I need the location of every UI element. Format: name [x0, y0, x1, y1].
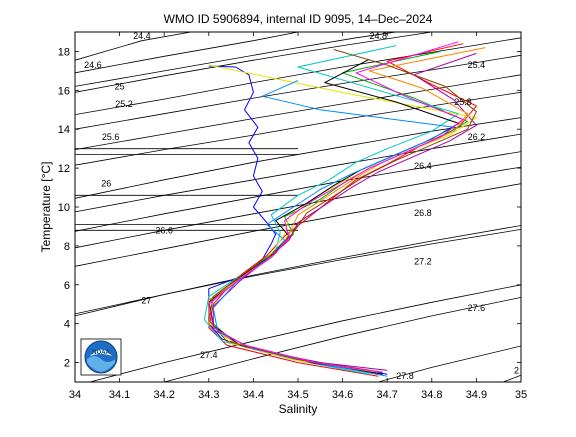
x-tick-label: 34: [69, 389, 81, 401]
contour-label: 27.2: [414, 256, 432, 266]
chart-title: WMO ID 5906894, internal ID 9095, 14–Dec…: [164, 12, 433, 26]
density-contour: [75, 225, 521, 317]
contour-label: 27: [141, 295, 151, 305]
profile-line: [212, 52, 477, 371]
noaa-logo-text: NOAA: [92, 350, 110, 356]
density-contour: [75, 151, 521, 232]
x-tick-label: 34.3: [198, 389, 219, 401]
density-contour: [75, 133, 521, 213]
contour-label: 26.8: [414, 208, 432, 218]
contour-label: 25.4: [468, 60, 486, 70]
y-tick-label: 8: [64, 241, 70, 253]
contour-label: 25: [115, 81, 125, 91]
y-axis-label: Temperature [°C]: [39, 162, 53, 253]
density-contour: [378, 345, 521, 382]
contour-label: 25.2: [115, 99, 133, 109]
density-contour: [75, 32, 397, 87]
y-tick-label: 14: [58, 124, 70, 136]
profile-line: [208, 49, 477, 371]
density-contour: [75, 166, 521, 249]
x-tick-label: 34.6: [332, 389, 353, 401]
y-tick-label: 16: [58, 85, 70, 97]
density-contour: [164, 297, 521, 382]
contour-label: 27.4: [200, 350, 218, 360]
profile-line: [212, 80, 455, 377]
x-tick-label: 35: [515, 389, 527, 401]
contour-label: 26.2: [468, 132, 486, 142]
contour-label: 26.4: [414, 161, 432, 171]
noaa-logo: NOAA: [80, 338, 122, 376]
x-axis-label: Salinity: [279, 402, 318, 416]
contour-label: 24.4: [133, 31, 151, 41]
x-tick-label: 34.1: [109, 389, 130, 401]
density-contour: [75, 32, 299, 74]
profile-line: [208, 41, 464, 373]
x-tick-label: 34.4: [243, 389, 264, 401]
contour-label: 27.8: [396, 371, 414, 381]
y-axis-ticks: 2 4 6 8 10 12 14 16 18: [58, 46, 521, 370]
y-tick-label: 6: [64, 280, 70, 292]
x-tick-label: 34.5: [287, 389, 308, 401]
y-tick-label: 10: [58, 202, 70, 214]
density-contour: [503, 374, 521, 382]
y-tick-label: 2: [64, 358, 70, 370]
contour-label: 27.6: [468, 303, 486, 313]
contour-label: 24.6: [84, 60, 102, 70]
x-tick-label: 34.9: [466, 389, 487, 401]
profile-series: [203, 41, 486, 377]
profile-line: [208, 58, 460, 375]
profile-line: [203, 45, 460, 375]
contour-label: 24.8: [370, 31, 388, 41]
density-contour: [75, 54, 521, 130]
density-contour: [75, 32, 192, 61]
contour-label: 25.6: [102, 132, 120, 142]
density-contour: [75, 91, 521, 166]
density-contour: [75, 32, 432, 93]
y-tick-label: 4: [64, 319, 70, 331]
contour-label: 26.6: [155, 225, 173, 235]
contour-label: 25.8: [454, 97, 472, 107]
density-contours: [75, 32, 521, 382]
contour-labels: 24.4 24.8 24.6 25 25.2 25.4 25.6 25.8 26 26.2 26.4…: [84, 31, 519, 381]
contour-label: 26: [101, 179, 111, 189]
horizontal-reference-lines: [75, 148, 298, 231]
x-tick-label: 34.7: [376, 389, 397, 401]
density-contour: [88, 284, 521, 382]
x-axis-ticks: 34 34.1 34.2 34.3 34.4 34.5 34.6 34.7 34.8 34.9 35: [69, 32, 527, 401]
x-tick-label: 34.8: [421, 389, 442, 401]
x-tick-label: 34.2: [153, 389, 174, 401]
y-tick-label: 12: [58, 163, 70, 175]
density-contour: [75, 37, 521, 115]
y-tick-label: 18: [58, 46, 70, 58]
contour-label: 2: [514, 365, 519, 375]
